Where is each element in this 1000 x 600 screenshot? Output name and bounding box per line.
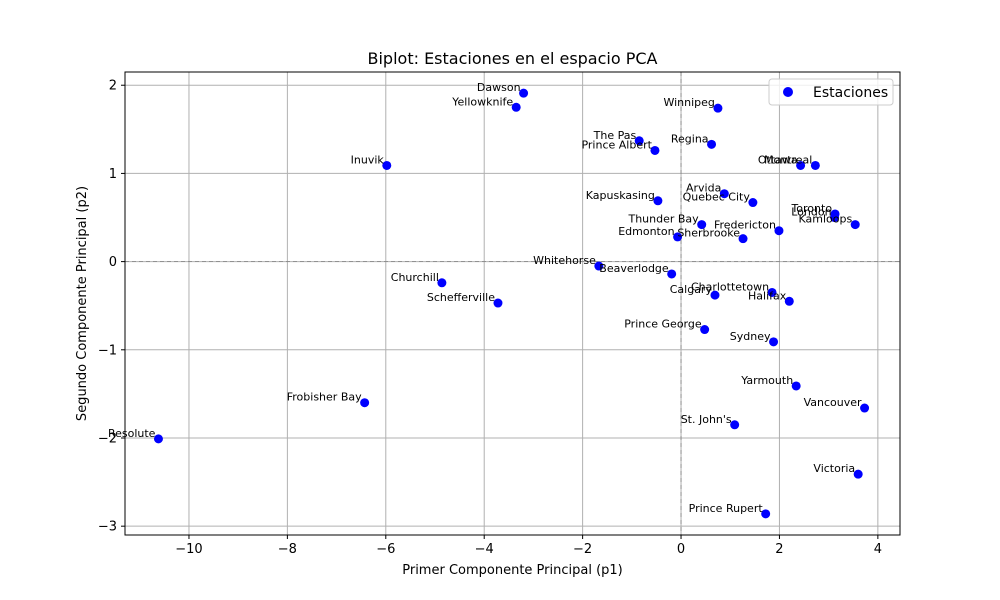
data-point: [650, 145, 660, 155]
data-point: [707, 139, 717, 149]
data-point: [784, 296, 794, 306]
data-point: [774, 226, 784, 236]
point-label: Beaverlodge: [599, 262, 669, 275]
point-label: Resolute: [108, 427, 156, 440]
y-tick-label: −1: [98, 343, 117, 358]
point-label: Yellowknife: [451, 95, 513, 108]
point-label: Frobisher Bay: [287, 391, 362, 404]
x-axis-ticks: −10 −8 −6 −4 −2 0 2 4: [175, 535, 882, 557]
legend-marker: [783, 87, 793, 97]
data-point: [153, 434, 163, 444]
point-label: Kamloops: [799, 213, 853, 226]
point-label: Montreal: [764, 153, 812, 166]
point-label: Kapuskasing: [586, 189, 655, 202]
data-point: [738, 234, 748, 244]
point-label: Whitehorse: [533, 254, 596, 267]
data-point: [719, 189, 729, 199]
point-label: Prince Rupert: [689, 502, 764, 515]
data-point: [634, 136, 644, 146]
data-point: [360, 398, 370, 408]
data-point: [730, 420, 740, 430]
x-tick-label: 0: [677, 542, 685, 557]
y-tick-label: −2: [98, 431, 117, 446]
data-point: [791, 381, 801, 391]
data-point: [667, 269, 677, 279]
point-label: Prince Albert: [581, 138, 652, 151]
point-label: Victoria: [813, 462, 855, 475]
data-point: [767, 287, 777, 297]
scatter-points: [153, 88, 870, 519]
data-point: [810, 160, 820, 170]
point-label: Dawson: [477, 81, 521, 94]
point-label: Thunder Bay: [627, 213, 699, 226]
point-label: Sydney: [730, 330, 771, 343]
legend-entry-estaciones: Estaciones: [813, 85, 888, 101]
data-point: [796, 160, 806, 170]
x-tick-label: −8: [278, 542, 297, 557]
data-point: [761, 509, 771, 519]
data-point: [713, 103, 723, 113]
x-tick-label: −10: [175, 542, 202, 557]
point-label: Halifax: [748, 289, 787, 302]
data-point: [710, 290, 720, 300]
point-label: Sherbrooke: [677, 227, 740, 240]
grid-lines: [125, 72, 900, 535]
data-point: [860, 403, 870, 413]
point-label: Arvida: [686, 182, 721, 195]
point-label: Fredericton: [714, 219, 776, 232]
data-point: [382, 160, 392, 170]
y-axis-title: Segundo Componente Principal (p2): [75, 186, 90, 421]
data-point: [748, 198, 758, 208]
point-label: Churchill: [391, 271, 439, 284]
point-label: St. John's: [681, 413, 732, 426]
data-point: [830, 213, 840, 223]
data-point: [697, 220, 707, 230]
data-point: [850, 220, 860, 230]
data-point: [519, 88, 529, 98]
point-label: Regina: [671, 132, 709, 145]
point-label: Schefferville: [427, 291, 495, 304]
point-label: London: [791, 206, 831, 219]
data-point: [853, 469, 863, 479]
data-point: [700, 325, 710, 335]
legend: Estaciones: [768, 78, 894, 106]
x-axis-title: Primer Componente Principal (p1): [402, 563, 623, 578]
y-tick-label: 1: [109, 167, 117, 182]
point-label: Edmonton: [618, 225, 674, 238]
x-tick-label: 2: [775, 542, 783, 557]
x-tick-label: 4: [874, 542, 882, 557]
point-label: Vancouver: [804, 396, 862, 409]
point-label: The Pas: [593, 129, 637, 142]
data-point: [673, 232, 683, 242]
point-label: Winnipeg: [663, 96, 714, 109]
x-tick-label: −2: [573, 542, 592, 557]
y-tick-label: 0: [109, 255, 117, 270]
point-label: Charlottetown: [691, 280, 769, 293]
data-point: [653, 196, 663, 206]
reference-lines: [125, 72, 900, 535]
point-label: Yarmouth: [740, 374, 793, 387]
point-label: Ottawa: [758, 153, 798, 166]
data-point: [437, 278, 447, 288]
chart-title: Biplot: Estaciones en el espacio PCA: [368, 49, 658, 68]
x-tick-label: −4: [475, 542, 494, 557]
data-point: [769, 337, 779, 347]
legend-box: [768, 78, 894, 106]
data-point: [493, 298, 503, 308]
point-label: Prince George: [624, 318, 702, 331]
x-tick-label: −6: [376, 542, 395, 557]
y-axis-ticks: −3 −2 −1 0 1 2: [98, 79, 125, 535]
point-label: Toronto: [790, 202, 832, 215]
point-label: Quebec City: [683, 191, 751, 204]
data-point: [511, 102, 521, 112]
data-point: [594, 261, 604, 271]
point-label: Inuvik: [351, 153, 385, 166]
y-tick-label: 2: [109, 79, 117, 94]
y-tick-label: −3: [98, 520, 117, 535]
plot-frame: [124, 71, 901, 536]
point-label: Calgary: [670, 283, 713, 296]
